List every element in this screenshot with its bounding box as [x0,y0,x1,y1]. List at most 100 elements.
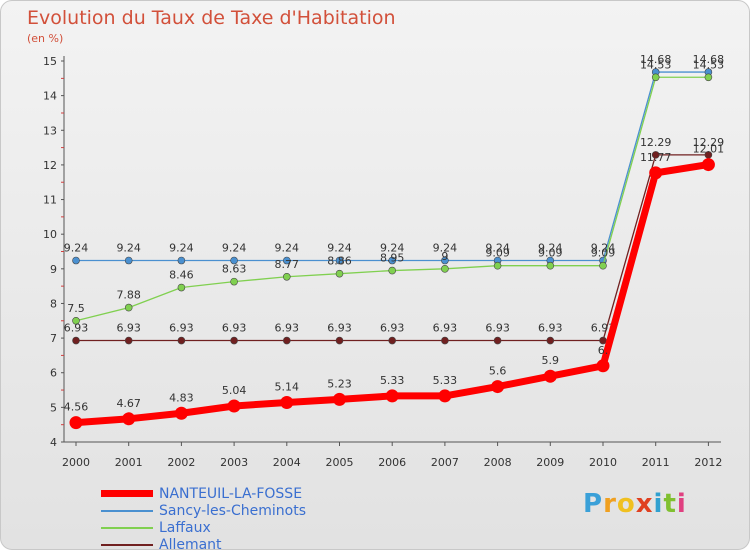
data-point [701,158,715,172]
data-label: 4.56 [64,401,89,414]
data-label: 9.09 [485,247,510,260]
data-label: 14.53 [693,58,725,71]
series-line-1 [76,71,709,262]
data-label: 9.24 [485,242,510,255]
data-label: 9.24 [64,242,89,255]
y-tick-label: 12 [43,159,57,172]
data-point [333,392,346,406]
x-tick-label: 2003 [220,456,248,469]
data-point [438,389,452,403]
data-point [177,256,186,265]
x-tick-label: 2011 [642,456,670,469]
data-label: 8.46 [169,269,194,282]
logo-letter: P [583,489,604,519]
data-point [491,380,505,394]
data-point [546,336,555,345]
data-label: 9.24 [169,242,194,255]
series-line-2 [75,76,709,322]
legend-item: Sancy-les-Cheminots [101,502,306,519]
data-label: 6.93 [433,322,458,335]
legend-swatch [101,526,153,529]
data-point [493,336,502,345]
legend-item: Laffaux [101,519,306,536]
y-tick-label: 9 [50,263,57,276]
legend-swatch [101,509,153,512]
data-label: 5.23 [327,377,352,390]
data-label: 9 [441,250,448,263]
data-label: 4.67 [116,397,141,410]
data-label: 6.93 [275,322,300,335]
data-label: 6. [598,344,609,357]
data-label: 9.24 [538,242,563,255]
data-label: 6.93 [485,322,510,335]
data-point [493,261,502,270]
data-point [388,336,397,345]
y-tick-label: 10 [43,228,57,241]
x-tick-label: 2002 [167,456,195,469]
data-label: 7.88 [116,289,141,302]
logo-letter: i [676,489,687,519]
data-label: 9.24 [222,242,247,255]
data-point [282,336,291,345]
x-tick-label: 2000 [62,456,90,469]
data-label: 8.77 [275,258,300,271]
logo-letter: r [603,489,617,519]
data-point [546,261,555,270]
data-point [177,336,186,345]
logo-letter: o [616,489,636,519]
legend-item: NANTEUIL-LA-FOSSE [101,485,306,502]
data-label: 5.33 [380,374,405,387]
legend-item: Allemant [101,536,306,550]
data-label: 8.86 [327,255,352,268]
data-point [124,256,133,265]
x-tick-label: 2005 [326,456,354,469]
data-point [441,256,449,265]
data-point [72,256,80,265]
logo-letter: t [663,489,677,519]
logo-letter: x [635,489,654,519]
data-point [651,73,660,82]
data-label: 6.93 [538,322,563,335]
y-tick-label: 13 [43,124,57,137]
data-point [335,336,344,345]
y-tick-label: 4 [50,436,57,449]
data-point [385,389,399,403]
y-tick-label: 6 [50,367,57,380]
y-tick-label: 8 [50,297,57,310]
data-label: 6.93 [169,322,194,335]
logo-letter: i [653,489,664,519]
legend-label: Allemant [159,536,222,550]
data-point [335,269,344,278]
data-point [441,265,449,273]
y-tick-label: 15 [43,55,57,68]
data-label: 6.93 [380,322,405,335]
legend-label: NANTEUIL-LA-FOSSE [159,485,303,502]
data-point [651,151,660,159]
y-tick-label: 14 [43,90,57,103]
x-tick-label: 2006 [378,456,406,469]
data-label: 14.68 [693,53,725,66]
data-label: 9.09 [591,247,616,260]
x-tick-label: 2012 [694,456,722,469]
data-label: 8.95 [380,252,405,265]
data-point [596,359,610,373]
data-point [124,336,133,345]
x-tick-label: 2004 [273,456,301,469]
data-label: 9.24 [275,242,300,255]
data-label: 9.24 [116,242,141,255]
data-label: 4.83 [169,391,194,404]
data-point [388,256,397,265]
data-label: 11.77 [640,151,672,164]
data-label: 6.93 [327,322,352,335]
data-point [230,336,238,345]
data-point [441,336,449,345]
x-tick-label: 2001 [115,456,143,469]
proxiti-logo: Proxiti [583,489,687,519]
data-point [704,73,713,82]
data-label: 9.24 [433,242,458,255]
data-label: 5.14 [275,381,300,394]
data-point [69,416,83,430]
data-point [649,166,663,180]
data-point [230,277,238,286]
data-label: 9.24 [380,242,405,255]
